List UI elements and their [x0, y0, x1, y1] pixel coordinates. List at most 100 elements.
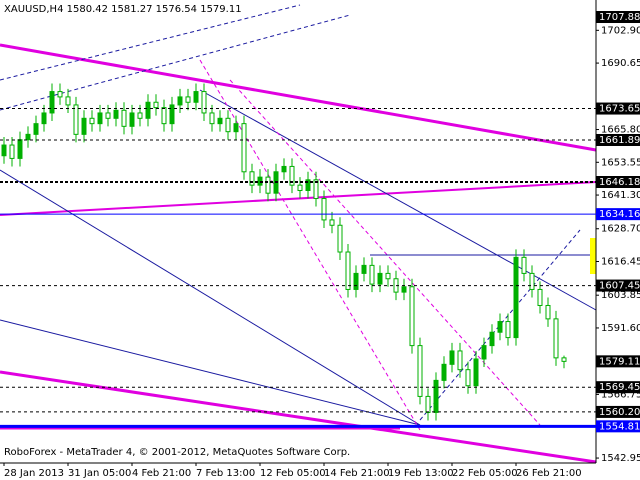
- candle-body: [329, 219, 335, 226]
- candle-body: [361, 264, 367, 274]
- candle-body: [49, 91, 55, 114]
- candle-body: [345, 251, 351, 290]
- y-tick-label: 1628.70: [601, 224, 640, 235]
- candle-body: [153, 101, 159, 109]
- candle-body: [305, 179, 311, 192]
- candle-body: [41, 112, 47, 125]
- candle-body: [457, 350, 463, 371]
- x-tick-label: 31 Jan 05:00: [68, 468, 131, 479]
- candle-body: [497, 321, 503, 333]
- candle-body: [129, 112, 135, 127]
- level-label: 1661.89: [599, 135, 640, 146]
- candle-body: [169, 104, 175, 125]
- y-tick-label: 1603.85: [601, 290, 640, 301]
- trend-line: [0, 169, 421, 426]
- candle-body: [481, 345, 487, 360]
- x-tick-label: 28 Jan 2013: [4, 468, 64, 479]
- channel-line: [419, 229, 581, 421]
- y-tick-label: 1542.95: [601, 453, 640, 464]
- footer: RoboForex - MetaTrader 4, © 2001-2012, M…: [4, 447, 350, 458]
- x-tick-label: 26 Feb 21:00: [516, 468, 582, 479]
- candle-body: [209, 112, 215, 125]
- candle-body: [505, 321, 511, 339]
- candle-body: [137, 112, 143, 119]
- candle-body: [65, 96, 71, 106]
- candle-body: [201, 91, 207, 114]
- candle-body: [33, 123, 39, 135]
- candle-body: [105, 112, 111, 119]
- candle-body: [353, 272, 359, 290]
- x-tick-label: 12 Feb 05:00: [260, 468, 326, 479]
- candle-body: [449, 350, 455, 365]
- channel-line: [0, 14, 351, 111]
- trend-line: [0, 181, 597, 216]
- x-tick-label: 19 Feb 13:00: [388, 468, 454, 479]
- candle-body: [265, 176, 271, 194]
- x-tick-label: 14 Feb 21:00: [324, 468, 390, 479]
- candle-body: [337, 224, 343, 253]
- level-label: 1579.11: [599, 356, 640, 367]
- level-box: [596, 176, 640, 189]
- candle-body: [57, 91, 63, 98]
- trend-line: [0, 370, 597, 464]
- candle-body: [193, 91, 199, 103]
- channel-line: [0, 4, 301, 81]
- candle-body: [185, 96, 191, 103]
- level-box: [596, 102, 640, 115]
- candle-body: [297, 184, 303, 192]
- candle-body: [113, 109, 119, 119]
- level-label: 1569.45: [599, 382, 640, 393]
- candle-body: [73, 104, 79, 135]
- candle-body: [521, 256, 527, 274]
- candle-body: [233, 123, 239, 133]
- candle-body: [313, 179, 319, 200]
- y-tick-label: 1690.65: [601, 58, 640, 69]
- candle-body: [321, 198, 327, 221]
- level-label: 1560.20: [599, 407, 640, 418]
- candle-body: [401, 286, 407, 293]
- candle-body: [161, 107, 167, 125]
- candle-body: [377, 272, 383, 285]
- level-box: [596, 405, 640, 418]
- candle-body: [289, 165, 295, 186]
- candle-body: [1, 144, 7, 157]
- candle-body: [409, 286, 415, 347]
- candle-body: [553, 318, 559, 359]
- y-tick-label: 1641.30: [601, 190, 640, 201]
- candle-body: [281, 165, 287, 173]
- candle-body: [529, 272, 535, 290]
- level-label: 1634.16: [599, 209, 640, 220]
- candle-body: [217, 117, 223, 125]
- candle-body: [417, 345, 423, 397]
- analysis-drawings: [0, 4, 597, 464]
- level-label: 1646.18: [599, 177, 640, 188]
- y-tick-label: 1665.80: [601, 125, 640, 136]
- candle-body: [537, 288, 543, 306]
- level-box: [596, 208, 640, 221]
- candle-body: [249, 171, 255, 186]
- candle-body: [465, 369, 471, 387]
- candle-body: [385, 272, 391, 280]
- channel-line: [199, 59, 421, 431]
- candle-body: [25, 133, 31, 141]
- level-label: 1673.65: [599, 104, 640, 115]
- level-box: [596, 420, 640, 433]
- candle-body: [473, 358, 479, 387]
- y-tick-label: 1591.60: [601, 323, 640, 334]
- candle-body: [545, 304, 551, 320]
- candle-body: [441, 363, 447, 381]
- level-box: [596, 381, 640, 394]
- header: XAUUSD,H4 1580.42 1581.27 1576.54 1579.1…: [4, 4, 242, 15]
- level-box: [596, 133, 640, 146]
- trend-line: [0, 319, 421, 426]
- candle-body: [561, 357, 567, 362]
- y-tick-label: 1653.55: [601, 157, 640, 168]
- y-tick-label: 1702.90: [601, 25, 640, 36]
- level-box: [596, 355, 640, 368]
- candle-body: [241, 123, 247, 173]
- highlight: [590, 238, 596, 274]
- trend-line: [0, 43, 597, 152]
